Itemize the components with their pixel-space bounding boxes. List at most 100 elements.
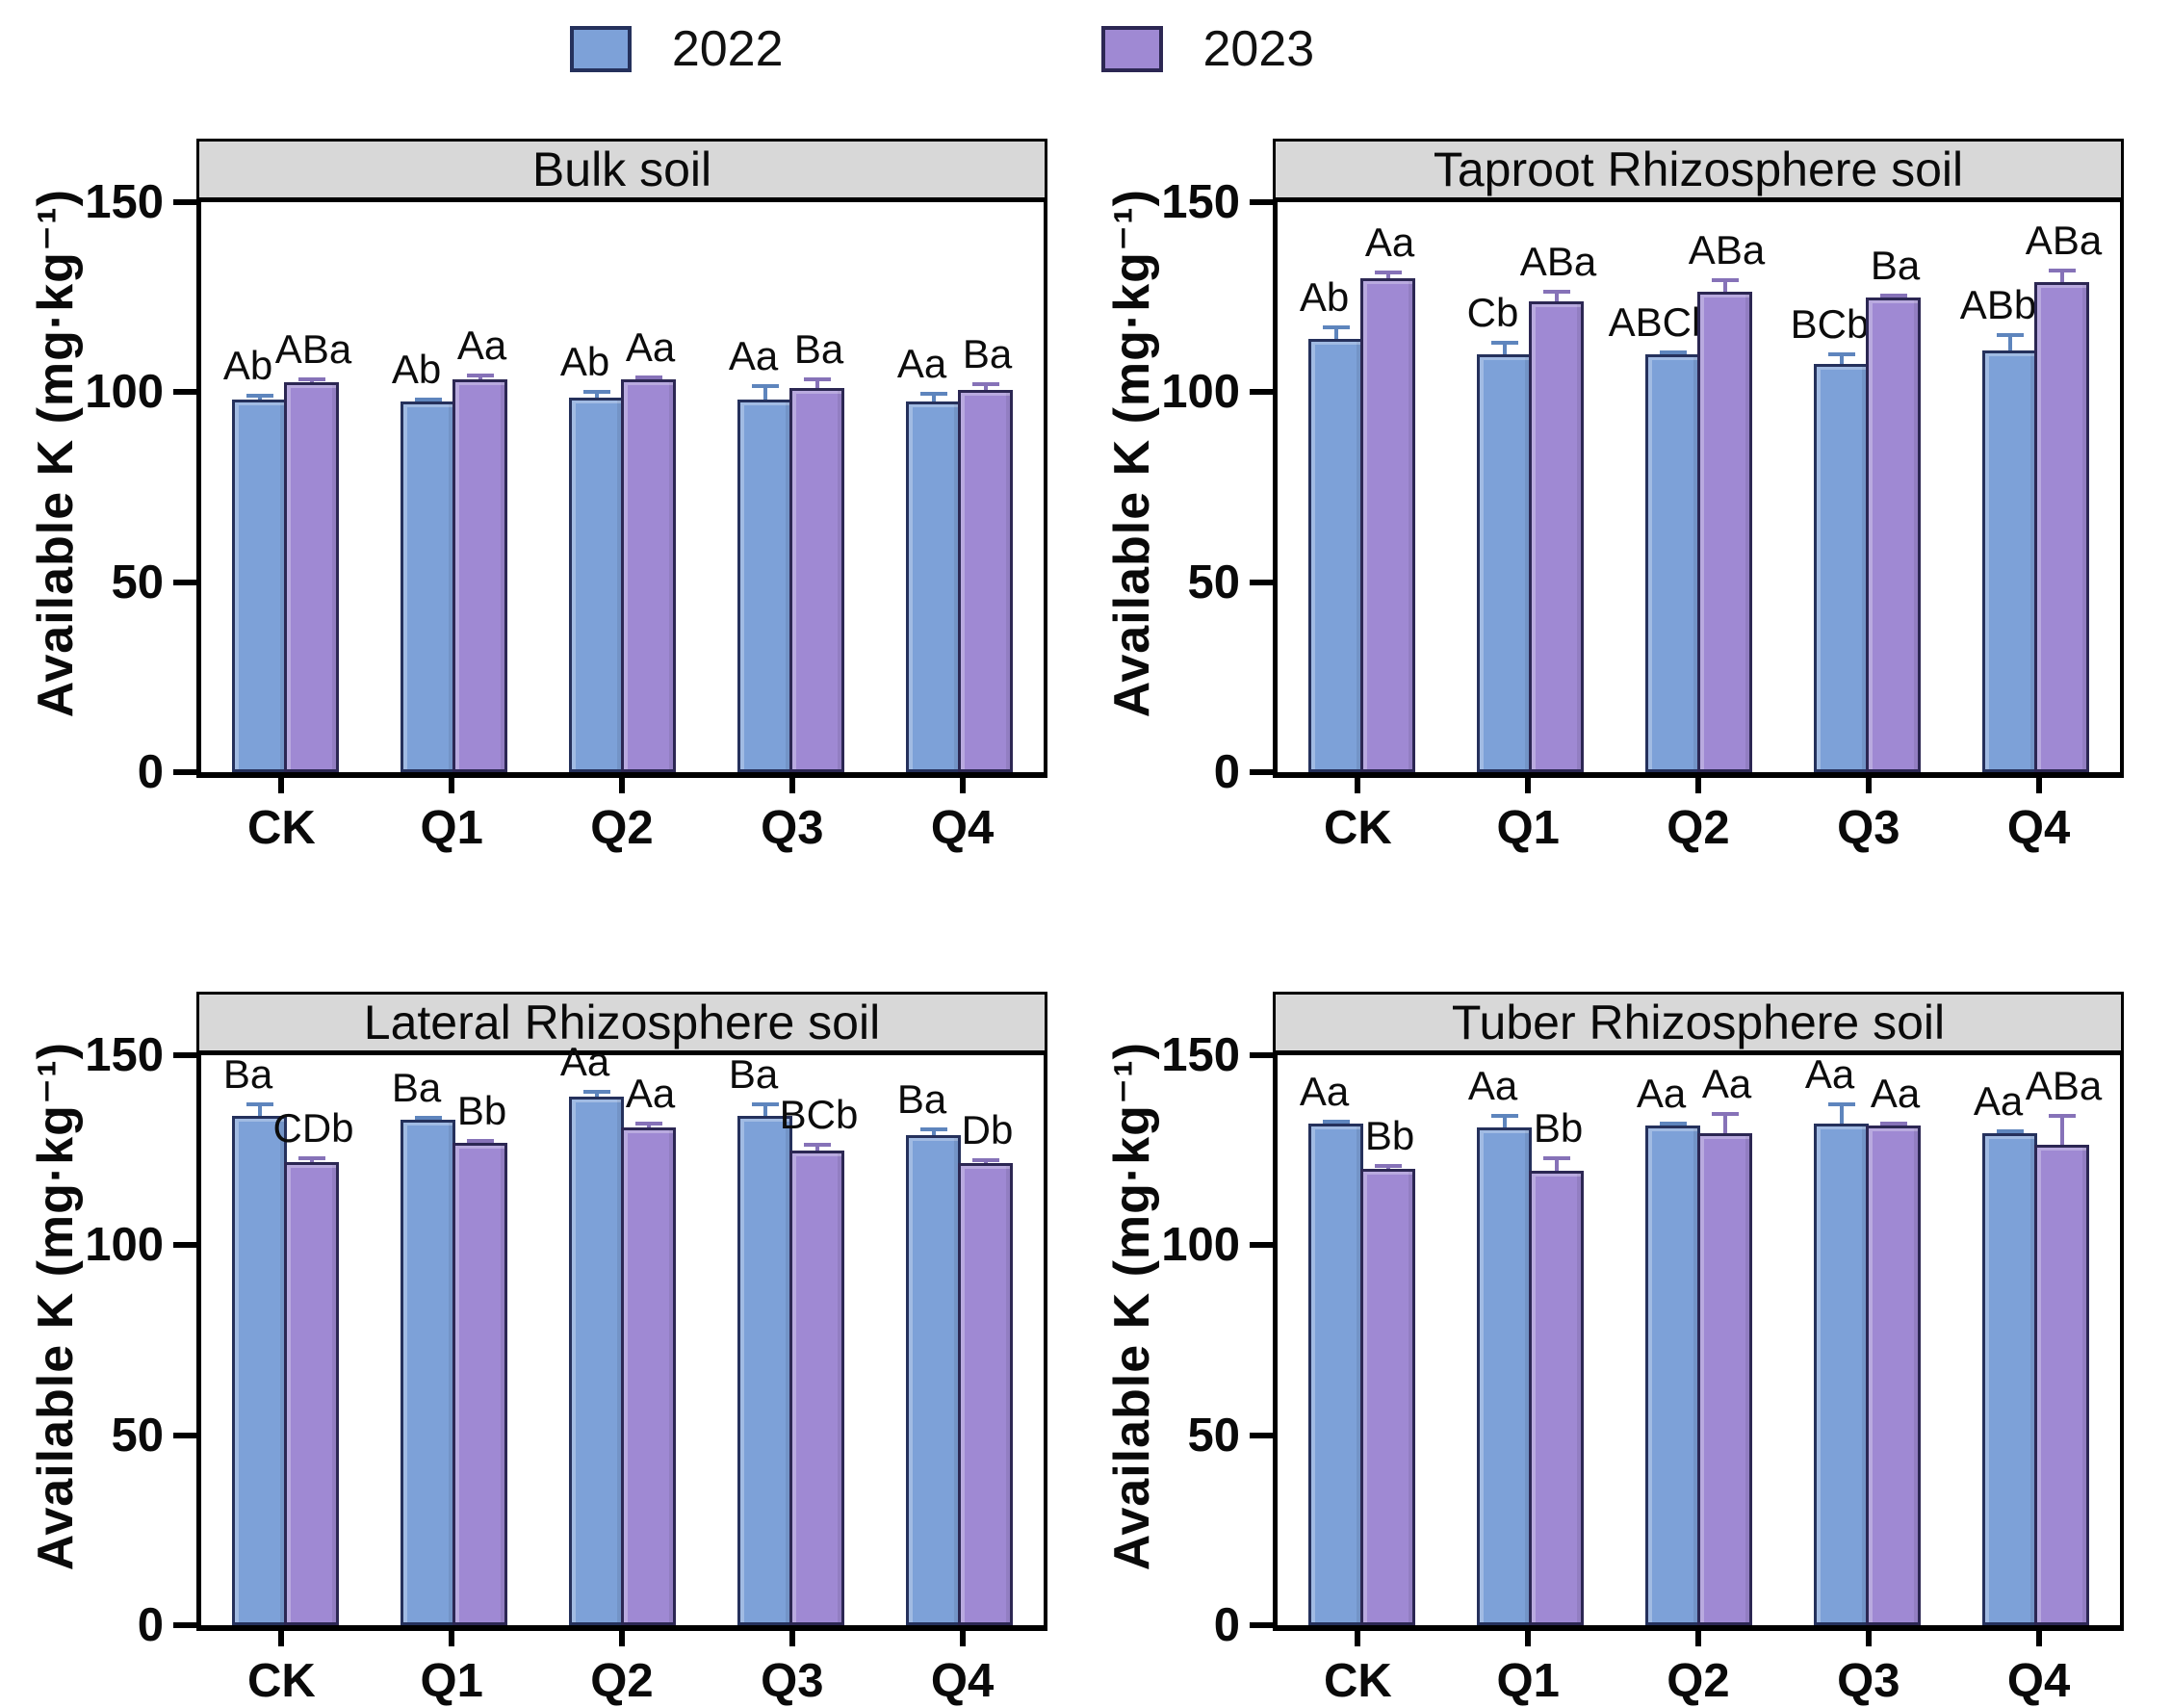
sig-letter: ABa (2025, 218, 2103, 264)
barwrap-2023-CK: ABa (275, 328, 351, 772)
y-tick-mark (173, 1432, 196, 1438)
sig-letter: Ba (391, 1065, 442, 1111)
error-bar (1322, 1120, 1350, 1125)
bar-group-Q3: BCb Ba (1783, 202, 1951, 772)
bar-group-Q2: Aa Aa (538, 1041, 707, 1625)
error-bar (1490, 341, 1518, 354)
x-category-Q4: Q4 (1953, 1631, 2124, 1708)
error-bar (751, 1102, 779, 1117)
x-tick-label: CK (247, 1655, 316, 1707)
bar-2022-Q3 (1814, 363, 1869, 772)
y-tick-label: 150 (85, 176, 164, 228)
panel-grid: Available K (mg·kg⁻¹) 0 50 100 150 Bulk soi… (21, 139, 2171, 1708)
legend-item-2022: 2022 (569, 20, 784, 78)
error-bar (1827, 1102, 1855, 1125)
x-tick-mark (2035, 778, 2042, 793)
bar-2022-Q1 (1477, 1127, 1532, 1625)
panel-lateral-rhizosphere-soil: Available K (mg·kg⁻¹) 0 50 100 150 Lateral … (21, 992, 1047, 1708)
bar-group-Q1: Ba Bb (370, 1055, 538, 1625)
barwrap-2022-Q1: Cb (1467, 293, 1532, 772)
legend-swatch-2022 (569, 26, 632, 72)
barwrap-2023-Q2: Aa (621, 326, 676, 772)
bar-2023-Q4 (2034, 1144, 2089, 1625)
sig-letter: Aa (1636, 1071, 1687, 1117)
barwrap-2022-Q4: Aa (1974, 1080, 2037, 1625)
barwrap-2023-Q3: Aa (1866, 1074, 1921, 1625)
panel-header: Lateral Rhizosphere soil (196, 992, 1047, 1053)
bar-group-Q4: Ba Db (875, 1055, 1044, 1625)
x-tick-mark (1865, 1631, 1872, 1646)
sig-letter: Ba (222, 1051, 273, 1098)
error-bar (971, 382, 999, 391)
y-tick-mark (1250, 389, 1273, 396)
x-category-CK: CK (1273, 1631, 1443, 1708)
bar-2022-Q2 (569, 398, 624, 772)
bar-2022-Q3 (1814, 1124, 1869, 1625)
sig-letter: ABb (1959, 282, 2037, 328)
error-bar (2048, 1114, 2076, 1145)
bar-2022-Q3 (737, 400, 792, 772)
error-bar (582, 1089, 610, 1098)
error-bar (751, 384, 779, 401)
sig-letter: Aa (625, 323, 676, 370)
error-bar (1879, 1122, 1907, 1126)
x-tick-mark (618, 1631, 625, 1646)
barwrap-2022-Q2: Aa (1637, 1074, 1700, 1625)
bar-2023-Q4 (958, 1163, 1013, 1625)
bar-group-Q4: Aa Ba (875, 202, 1044, 772)
barwrap-2022-CK: Ab (1300, 277, 1363, 772)
sig-letter: ABCb (1608, 298, 1715, 345)
sig-letter: Ba (896, 1076, 947, 1122)
x-tick-mark (1525, 1631, 1532, 1646)
sig-letter: CDb (272, 1104, 354, 1151)
x-category-Q1: Q1 (367, 778, 537, 855)
sig-letter: Ba (1870, 242, 1921, 288)
bar-2023-CK (1360, 1169, 1415, 1625)
error-bar (803, 1142, 831, 1151)
x-category-Q3: Q3 (1783, 778, 1953, 855)
x-axis: CK Q1 Q2 Q3 Q4 (196, 1631, 1047, 1708)
x-category-Q3: Q3 (707, 1631, 877, 1708)
error-bar (1322, 325, 1350, 340)
error-bar (1879, 293, 1907, 298)
y-axis-label: Available K (mg·kg⁻¹) (1104, 1042, 1160, 1571)
barwrap-2023-CK: Aa (1360, 222, 1415, 772)
sig-letter: ABa (1688, 226, 1766, 272)
x-tick-label: Q4 (2006, 802, 2071, 854)
sig-letter: Aa (1804, 1051, 1855, 1098)
x-tick-label: Q1 (1496, 802, 1560, 854)
panel-title: Lateral Rhizosphere soil (363, 996, 881, 1049)
bar-group-CK: Ab ABa (201, 202, 370, 772)
sig-letter: Aa (1299, 1069, 1350, 1115)
bar-group-Q1: Aa Bb (1446, 1055, 1615, 1625)
x-tick-label: Q2 (590, 802, 654, 854)
bar-group-Q4: Aa ABa (1951, 1055, 2120, 1625)
x-tick-label: Q3 (1837, 802, 1900, 854)
bar-2023-Q1 (452, 378, 507, 772)
barwrap-2023-Q3: BCb (780, 1094, 858, 1625)
sig-letter: Aa (1870, 1071, 1921, 1117)
bar-group-Q1: Ab Aa (370, 202, 538, 772)
bar-group-Q3: Ba BCb (707, 1054, 875, 1625)
y-tick-mark (1250, 1242, 1273, 1249)
bar-group-Q2: ABCb ABa (1609, 202, 1783, 772)
barwrap-2023-Q1: Aa (452, 324, 507, 772)
y-tick-mark (1250, 579, 1273, 585)
x-category-Q4: Q4 (877, 778, 1047, 855)
y-tick-mark (173, 769, 196, 775)
bar-2022-CK (1308, 339, 1363, 772)
bar-2022-CK (232, 1116, 287, 1625)
y-tick-label: 50 (111, 556, 164, 608)
sig-letter: BCb (1790, 300, 1870, 347)
y-axis: 0 50 100 150 (85, 139, 196, 855)
y-tick-label: 50 (111, 1409, 164, 1462)
error-bar (246, 394, 273, 401)
x-category-Q1: Q1 (367, 1631, 537, 1708)
bar-2023-Q3 (1866, 1126, 1921, 1625)
panel-header: Tuber Rhizosphere soil (1273, 992, 2124, 1053)
error-bar (414, 398, 442, 402)
x-tick-label: Q4 (2006, 1655, 2071, 1707)
error-bar (1996, 1128, 2024, 1133)
barwrap-2023-Q3: Ba (1866, 245, 1921, 772)
bar-2023-Q2 (1697, 291, 1752, 772)
